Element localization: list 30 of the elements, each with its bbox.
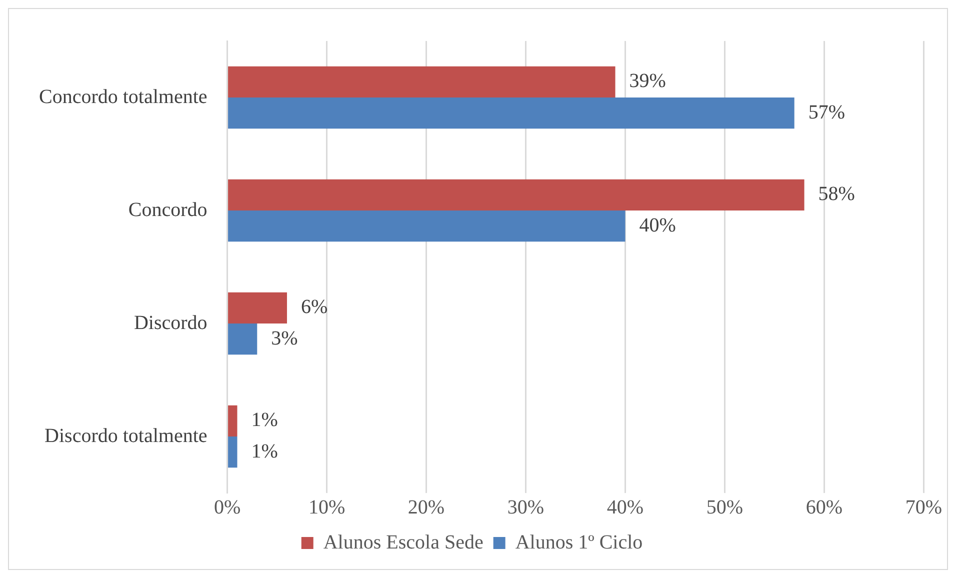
data-label: 39% — [629, 70, 666, 92]
bar — [228, 210, 626, 242]
x-tick-label: 70% — [905, 496, 942, 518]
data-label: 3% — [271, 327, 298, 350]
data-label: 6% — [300, 296, 328, 318]
bar — [228, 405, 238, 436]
x-tick-label: 40% — [606, 496, 644, 518]
bar — [228, 66, 616, 98]
y-tick-label: Concordo — [128, 198, 208, 221]
bar — [228, 98, 794, 129]
y-tick-label: Discordo totalmente — [44, 424, 208, 447]
y-tick-label: Concordo totalmente — [38, 86, 208, 108]
bar — [228, 324, 258, 355]
x-tick-label: 10% — [308, 496, 346, 518]
bar — [228, 436, 238, 468]
data-label: 57% — [808, 101, 846, 124]
x-tick-label: 0% — [214, 496, 241, 518]
legend-label: Alunos 1º Ciclo — [515, 531, 643, 554]
data-label: 40% — [639, 214, 676, 236]
y-tick-label: Discordo — [134, 312, 208, 334]
bar — [228, 179, 804, 210]
data-label: 1% — [251, 440, 278, 462]
x-tick-label: 60% — [806, 496, 843, 518]
x-tick-label: 50% — [706, 496, 744, 518]
legend-label: Alunos Escola Sede — [323, 531, 484, 554]
data-label: 58% — [818, 183, 855, 206]
x-tick-label: 20% — [408, 496, 445, 518]
bar — [228, 292, 287, 324]
x-tick-label: 30% — [507, 496, 544, 518]
data-label: 1% — [251, 409, 278, 432]
